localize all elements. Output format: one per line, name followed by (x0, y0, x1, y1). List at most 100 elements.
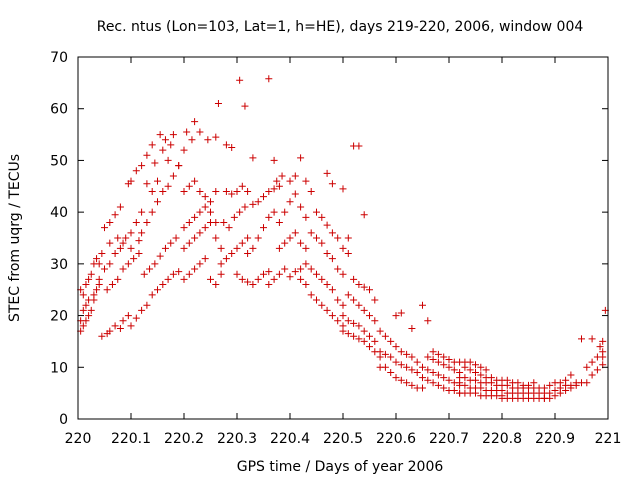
data-point (313, 234, 320, 242)
data-point (328, 312, 336, 320)
data-point (275, 244, 283, 252)
data-point (201, 224, 209, 232)
data-point (297, 275, 305, 283)
data-point (185, 270, 193, 278)
data-point (397, 348, 405, 356)
data-point (154, 198, 161, 206)
data-point (79, 306, 87, 314)
data-point (79, 322, 87, 330)
data-point (196, 208, 204, 216)
data-point (302, 281, 310, 289)
data-point (79, 291, 87, 299)
data-point (392, 358, 400, 366)
data-point (217, 260, 225, 268)
data-point (562, 376, 570, 384)
data-point (551, 387, 559, 395)
data-point (413, 368, 421, 376)
data-point (116, 244, 124, 252)
data-point (217, 270, 225, 278)
data-point (355, 281, 363, 289)
data-point (275, 270, 283, 278)
data-point (214, 100, 222, 108)
data-point (87, 270, 95, 278)
data-point (578, 335, 585, 343)
data-point (360, 337, 368, 345)
data-point (201, 255, 209, 263)
data-point (135, 237, 143, 245)
data-point (546, 389, 554, 397)
data-point (249, 200, 257, 208)
data-point (164, 156, 172, 164)
data-point (207, 198, 214, 206)
data-point (167, 141, 175, 149)
data-point (334, 265, 342, 273)
data-point (167, 239, 175, 247)
data-point (434, 371, 442, 379)
data-point (236, 208, 244, 216)
data-point (525, 381, 532, 389)
data-point (143, 180, 151, 188)
y-axis: 0 10 20 30 40 50 60 70 (50, 50, 608, 428)
data-point (85, 296, 93, 304)
data-point (130, 255, 138, 263)
x-tick-label: 220.6 (376, 431, 416, 447)
data-point (114, 234, 122, 242)
data-point (360, 327, 368, 335)
data-point (87, 306, 95, 314)
data-point (472, 361, 479, 369)
data-point (281, 208, 289, 216)
data-point (392, 312, 400, 320)
data-point (477, 371, 485, 379)
data-point (90, 291, 98, 299)
x-tick-label: 220.9 (535, 431, 575, 447)
data-point (297, 265, 305, 273)
data-point (419, 384, 426, 392)
data-point (408, 353, 416, 361)
data-point (588, 371, 596, 379)
data-point (429, 348, 437, 356)
data-point (233, 270, 241, 278)
data-point (265, 187, 273, 195)
data-point (424, 366, 432, 374)
data-point (482, 366, 490, 374)
y-tick-label: 10 (50, 360, 68, 376)
data-point (138, 229, 146, 237)
data-point (111, 211, 119, 219)
data-point (138, 162, 146, 170)
data-point (217, 244, 225, 252)
data-point (270, 156, 278, 164)
data-point (355, 142, 363, 150)
data-point (307, 265, 315, 273)
data-point (228, 190, 236, 198)
data-point (381, 332, 389, 340)
data-point (387, 337, 395, 345)
data-point (567, 381, 575, 389)
data-point (175, 268, 183, 276)
data-point (408, 366, 416, 374)
data-point (180, 224, 188, 232)
data-point (546, 381, 554, 389)
data-point (254, 198, 262, 206)
data-point (419, 301, 426, 309)
data-point (307, 291, 315, 299)
data-point (339, 301, 347, 309)
data-point (466, 358, 474, 366)
data-point (434, 381, 442, 389)
data-point (196, 260, 204, 268)
data-point (156, 252, 164, 260)
data-point (307, 229, 315, 237)
data-point (403, 379, 411, 387)
data-point (106, 218, 114, 226)
data-point (85, 312, 93, 320)
data-point (183, 128, 191, 136)
data-point (323, 221, 331, 229)
data-point (169, 172, 177, 180)
data-point (132, 218, 140, 226)
data-point (371, 296, 379, 304)
data-point (413, 358, 421, 366)
data-point (408, 381, 416, 389)
data-point (151, 159, 159, 167)
data-point (403, 350, 411, 358)
data-point (366, 343, 373, 351)
data-point (260, 270, 267, 278)
